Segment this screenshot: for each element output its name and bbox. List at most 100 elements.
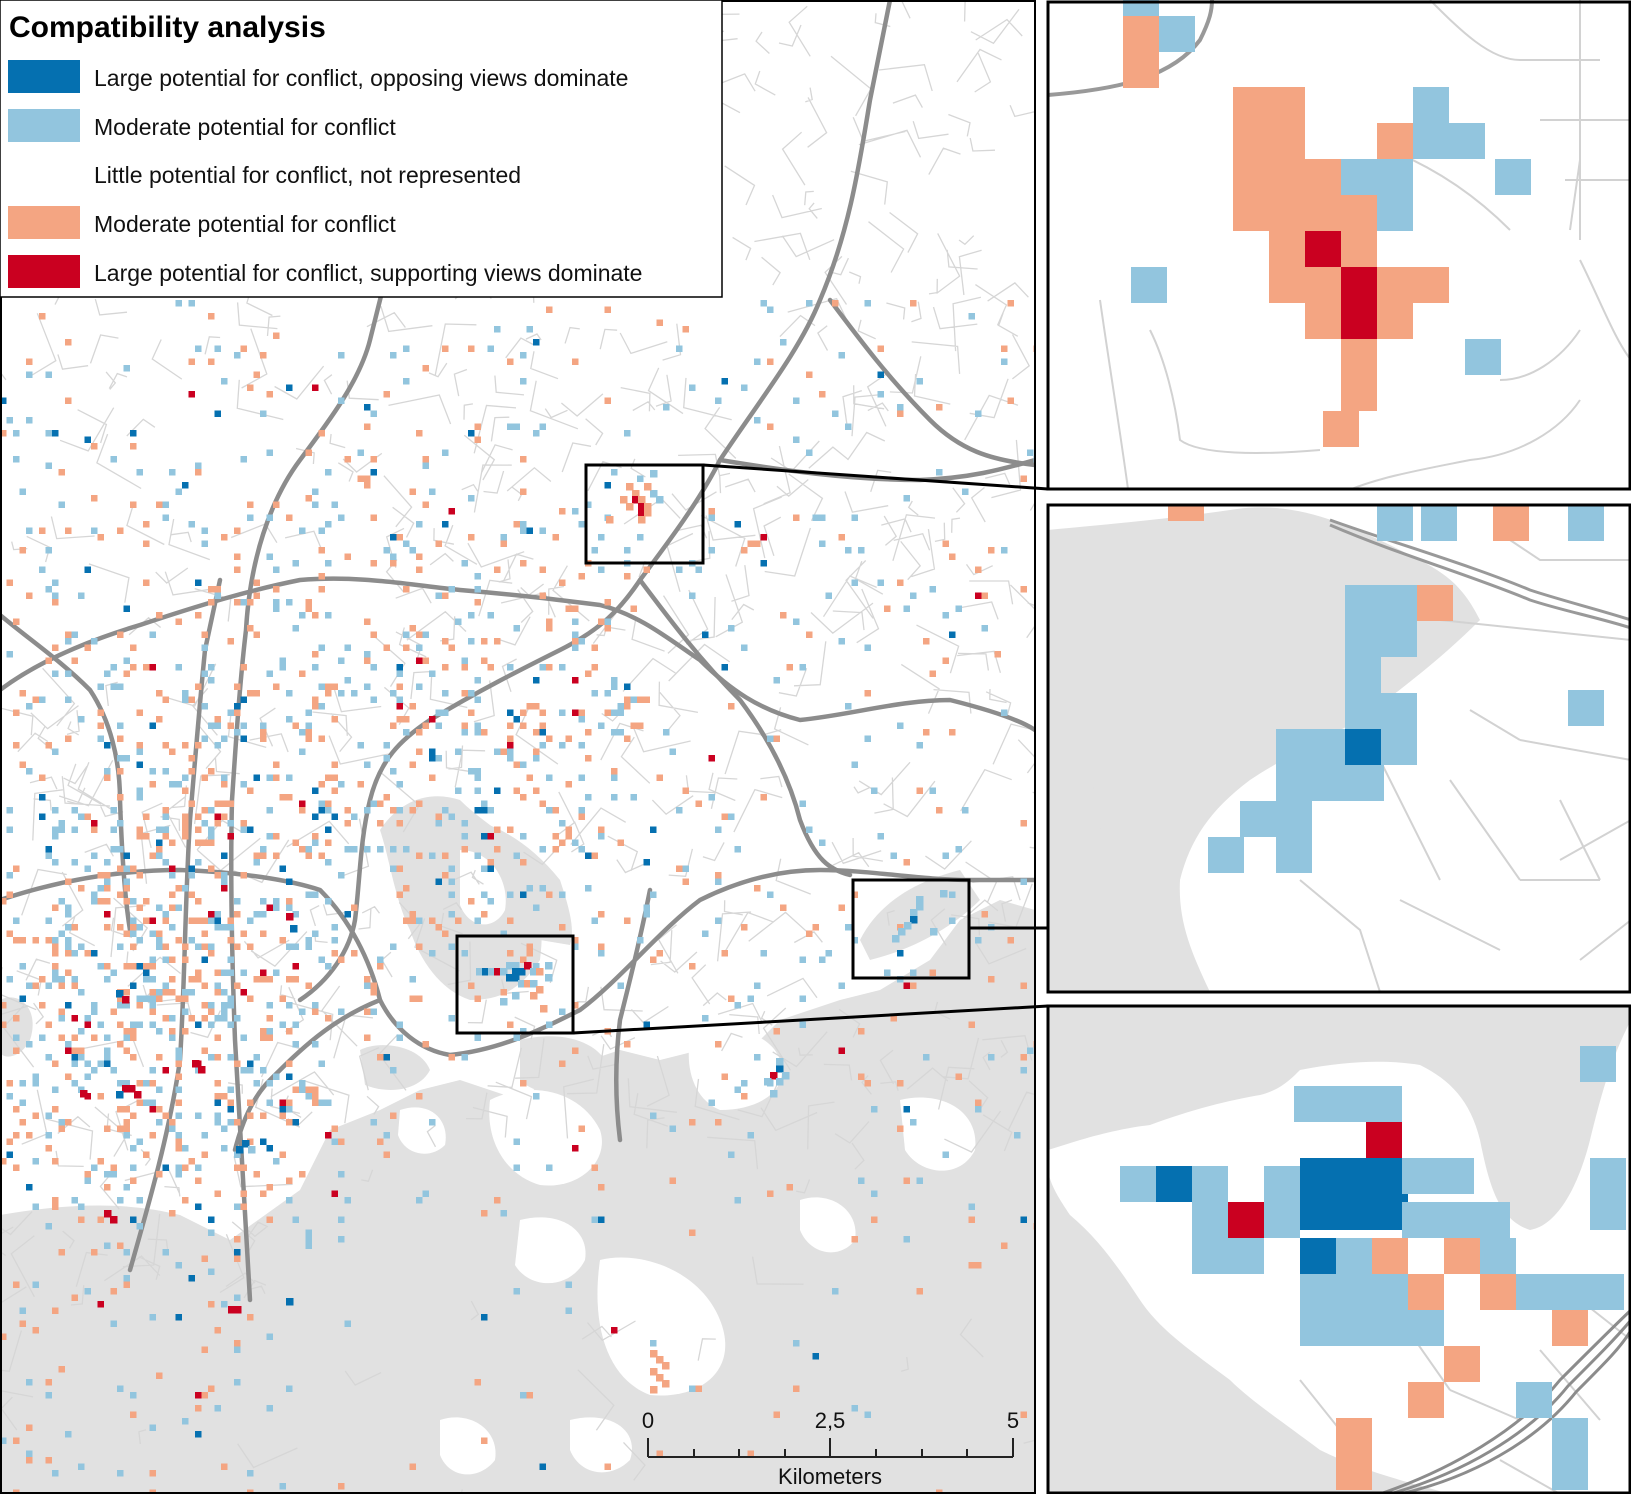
inset-north-cells: [1123, 0, 1531, 447]
moderate-supporting-cell: [45, 1379, 52, 1386]
moderate-opposing-cell: [838, 982, 845, 989]
moderate-opposing-cell: [903, 495, 910, 502]
moderate-opposing-cell: [331, 924, 338, 931]
moderate-supporting-cell: [208, 839, 215, 846]
moderate-opposing-cell: [162, 768, 169, 775]
moderate-supporting-cell: [474, 995, 481, 1002]
moderate-supporting-cell: [182, 956, 189, 963]
large-opposing-cell: [585, 852, 592, 859]
moderate-supporting-cell: [1233, 195, 1341, 231]
moderate-supporting-cell: [149, 963, 156, 970]
moderate-opposing-cell: [396, 781, 403, 788]
moderate-supporting-cell: [604, 306, 611, 313]
moderate-supporting-cell: [530, 992, 538, 1000]
moderate-supporting-cell: [182, 820, 189, 827]
moderate-opposing-cell: [403, 631, 410, 638]
moderate-supporting-cell: [585, 755, 592, 762]
moderate-opposing-cell: [195, 859, 202, 866]
moderate-supporting-cell: [299, 846, 306, 853]
moderate-opposing-cell: [962, 488, 969, 495]
moderate-supporting-cell: [292, 1086, 299, 1093]
moderate-opposing-cell: [227, 1002, 234, 1009]
moderate-supporting-cell: [494, 846, 501, 853]
moderate-supporting-cell: [851, 1236, 858, 1243]
large-opposing-cell: [721, 378, 728, 385]
moderate-supporting-cell: [526, 950, 533, 957]
moderate-supporting-cell: [156, 501, 163, 508]
moderate-supporting-cell: [624, 703, 631, 710]
moderate-supporting-cell: [871, 1216, 878, 1223]
moderate-supporting-cell: [910, 300, 917, 307]
moderate-supporting-cell: [149, 781, 156, 788]
moderate-supporting-cell: [65, 631, 72, 638]
moderate-supporting-cell: [13, 1106, 20, 1113]
moderate-opposing-cell: [1027, 1047, 1034, 1054]
moderate-supporting-cell: [409, 488, 416, 495]
moderate-supporting-cell: [130, 1028, 137, 1035]
moderate-supporting-cell: [52, 1203, 59, 1210]
moderate-supporting-cell: [227, 917, 234, 924]
large-opposing-cell: [116, 1091, 124, 1099]
moderate-opposing-cell: [793, 1340, 800, 1347]
large-opposing-cell: [260, 1138, 267, 1145]
moderate-opposing-cell: [266, 670, 273, 677]
moderate-supporting-cell: [773, 1411, 780, 1418]
moderate-opposing-cell: [819, 956, 826, 963]
moderate-supporting-cell: [130, 1112, 137, 1119]
moderate-supporting-cell: [526, 943, 533, 950]
moderate-opposing-cell: [506, 962, 514, 970]
large-supporting-cell: [84, 1021, 91, 1028]
moderate-supporting-cell: [130, 865, 137, 872]
moderate-supporting-cell: [52, 1158, 59, 1165]
moderate-supporting-cell: [52, 1307, 59, 1314]
moderate-supporting-cell: [429, 917, 436, 924]
moderate-opposing-cell: [104, 1034, 111, 1041]
moderate-supporting-cell: [123, 885, 130, 892]
moderate-opposing-cell: [578, 521, 585, 528]
moderate-supporting-cell: [84, 950, 91, 957]
moderate-opposing-cell: [455, 787, 462, 794]
moderate-supporting-cell: [754, 885, 761, 892]
moderate-opposing-cell: [312, 488, 319, 495]
moderate-opposing-cell: [617, 709, 624, 716]
moderate-opposing-cell: [143, 1080, 150, 1087]
moderate-opposing-cell: [208, 943, 215, 950]
large-opposing-cell: [539, 729, 546, 736]
moderate-supporting-cell: [6, 930, 13, 937]
large-opposing-cell: [71, 1054, 78, 1061]
moderate-supporting-cell: [0, 898, 7, 905]
moderate-supporting-cell: [19, 761, 26, 768]
large-opposing-cell: [242, 1140, 250, 1148]
moderate-supporting-cell: [227, 722, 234, 729]
moderate-supporting-cell: [585, 670, 592, 677]
moderate-opposing-cell: [32, 1080, 39, 1087]
moderate-opposing-cell: [169, 469, 176, 476]
moderate-supporting-cell: [208, 1301, 215, 1308]
moderate-supporting-cell: [240, 1203, 247, 1210]
large-opposing-cell: [6, 1151, 13, 1158]
moderate-supporting-cell: [409, 1463, 416, 1470]
moderate-opposing-cell: [65, 904, 72, 911]
moderate-supporting-cell: [247, 384, 254, 391]
moderate-supporting-cell: [201, 1346, 208, 1353]
moderate-opposing-cell: [565, 1281, 572, 1288]
moderate-supporting-cell: [58, 1366, 65, 1373]
moderate-opposing-cell: [188, 989, 195, 996]
moderate-supporting-cell: [253, 371, 260, 378]
inset-south-frame: [1046, 1004, 1631, 1494]
large-opposing-cell: [539, 1463, 546, 1470]
large-opposing-cell: [442, 521, 449, 528]
moderate-supporting-cell: [364, 423, 371, 430]
moderate-opposing-cell: [403, 846, 410, 853]
moderate-supporting-cell: [1341, 339, 1377, 375]
moderate-opposing-cell: [97, 683, 104, 690]
moderate-supporting-cell: [416, 553, 423, 560]
moderate-supporting-cell: [214, 820, 221, 827]
moderate-opposing-cell: [422, 631, 429, 638]
moderate-supporting-cell: [396, 891, 403, 898]
moderate-opposing-cell: [136, 787, 143, 794]
moderate-opposing-cell: [214, 982, 221, 989]
moderate-supporting-cell: [58, 982, 65, 989]
moderate-opposing-cell: [546, 774, 553, 781]
moderate-supporting-cell: [559, 1060, 566, 1067]
